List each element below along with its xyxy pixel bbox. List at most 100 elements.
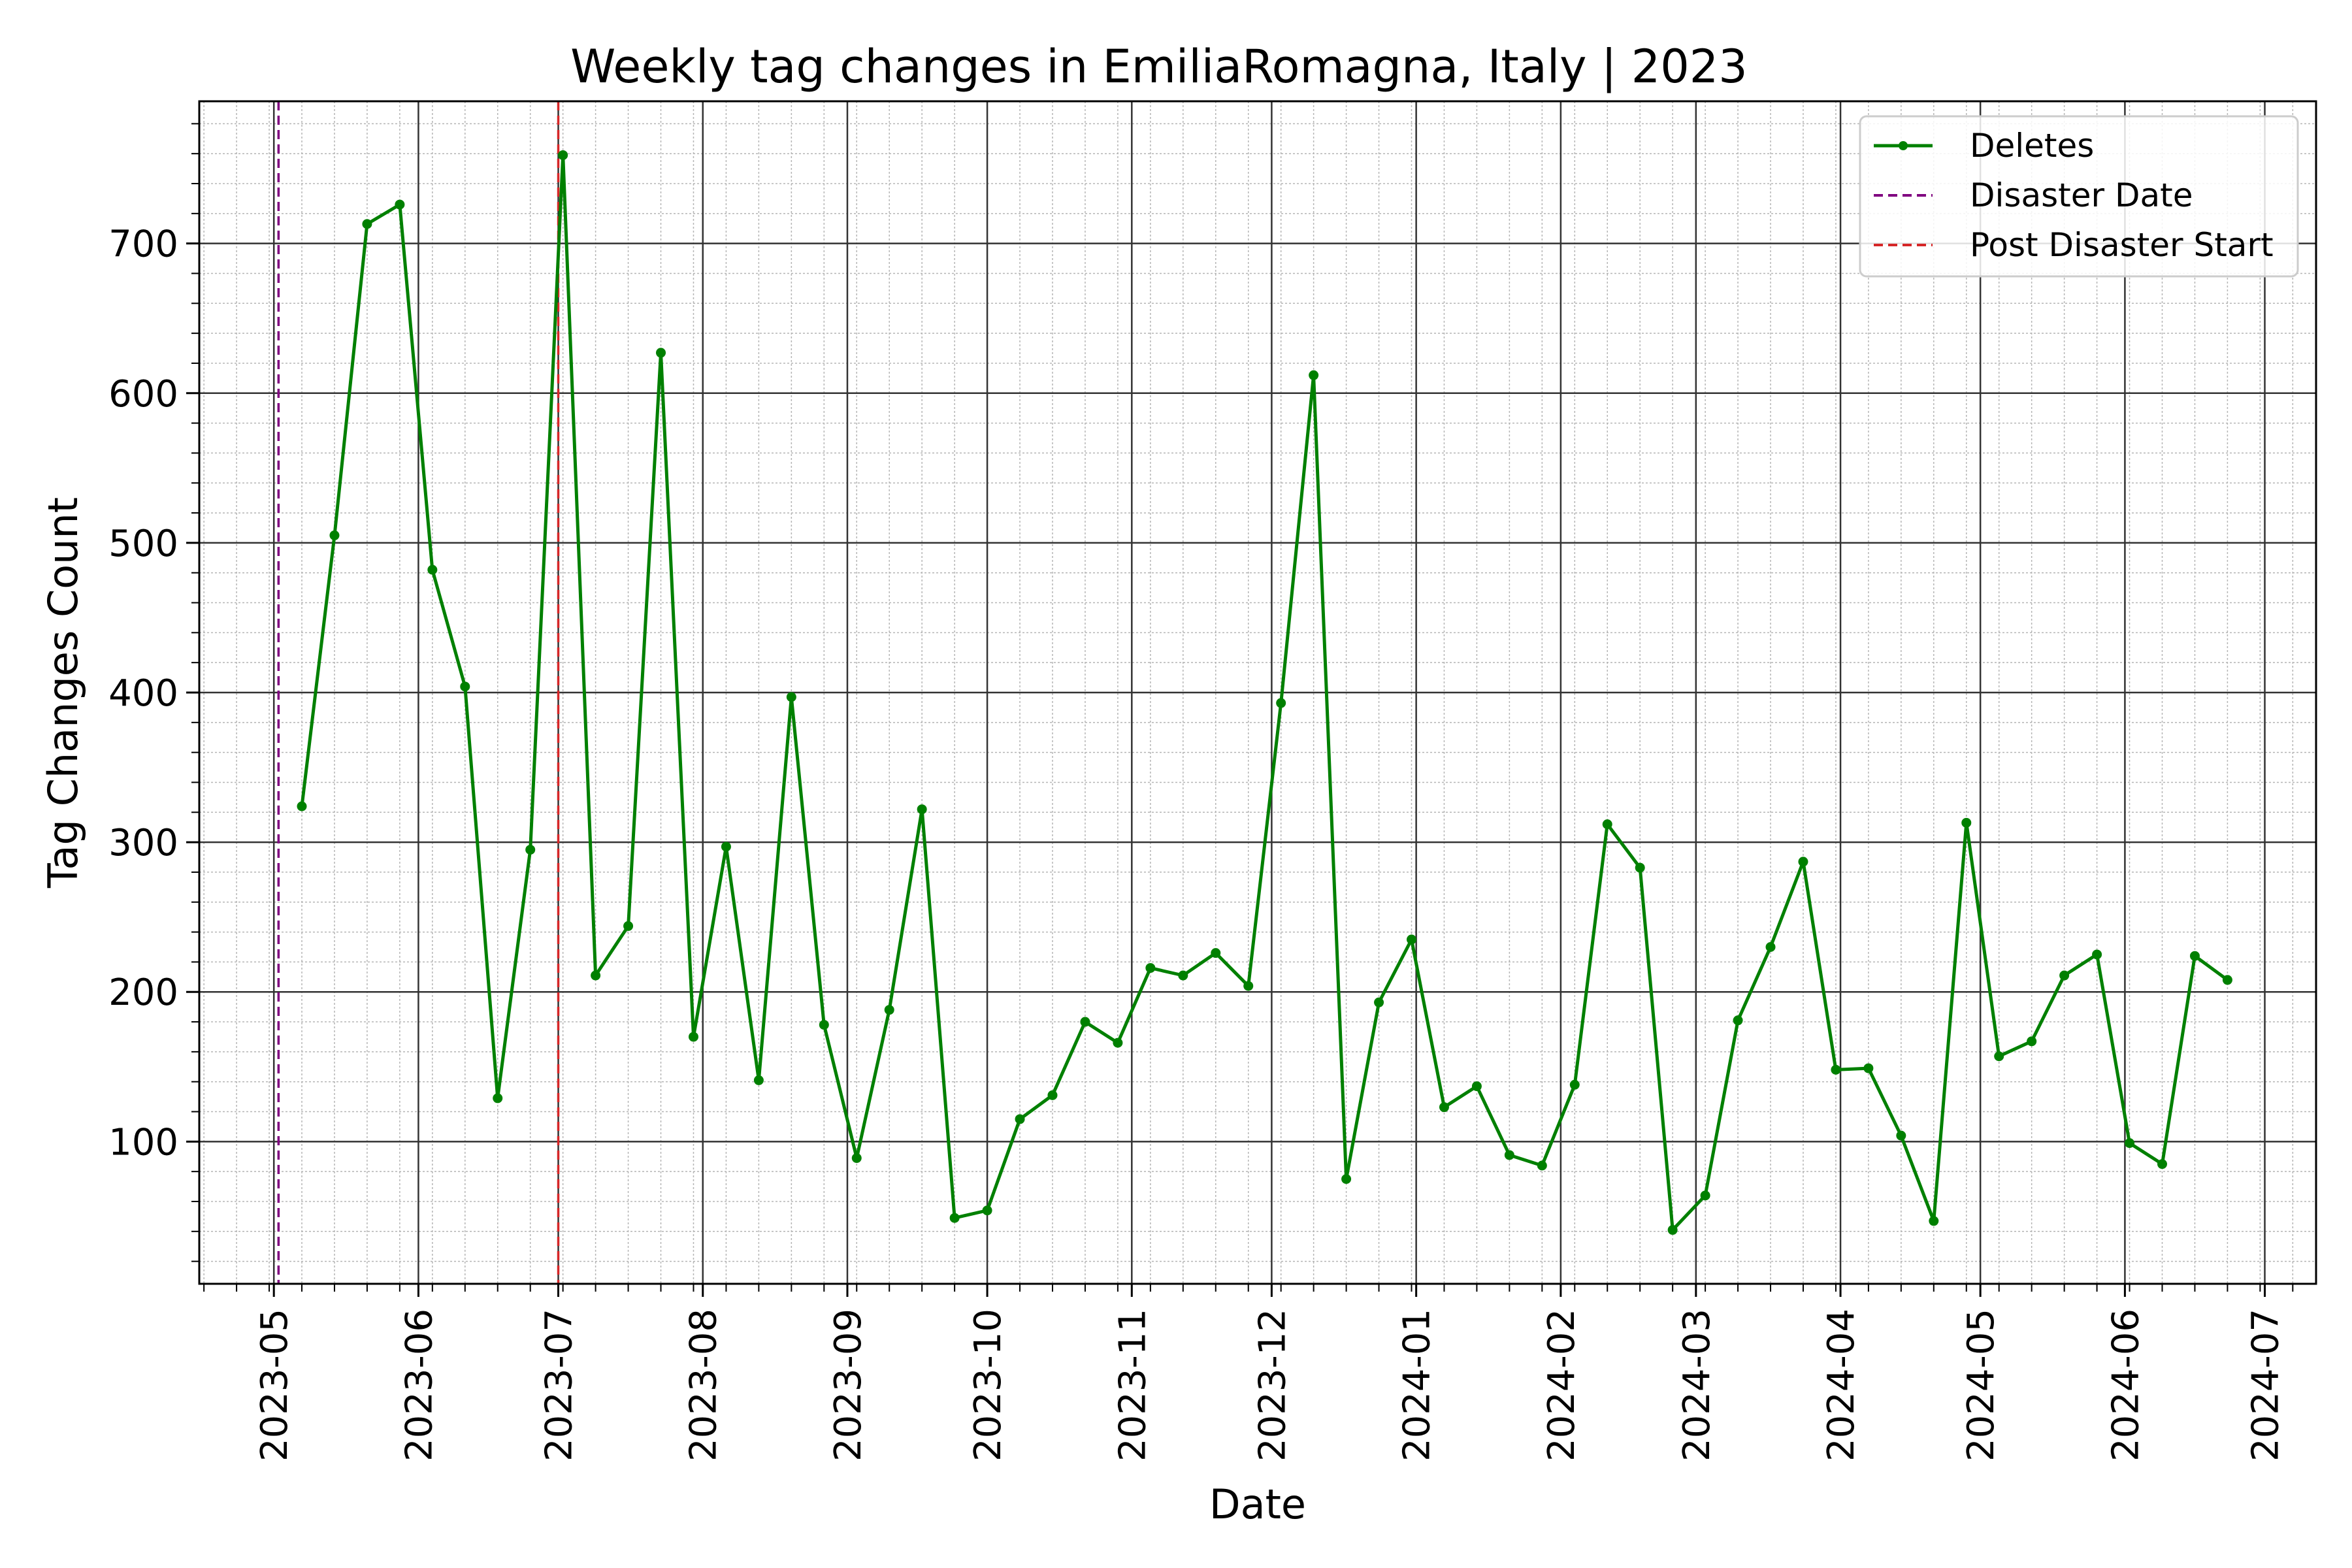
data-point	[525, 845, 536, 855]
legend-marker-deletes	[1899, 141, 1908, 150]
data-point	[2092, 949, 2102, 960]
data-point	[1504, 1150, 1514, 1160]
data-point	[460, 681, 470, 692]
data-point	[1407, 934, 1417, 945]
chart-title: Weekly tag changes in EmiliaRomagna, Ita…	[570, 40, 1748, 93]
data-point	[427, 564, 438, 575]
data-point	[395, 199, 405, 210]
data-point	[1080, 1017, 1090, 1027]
x-tick-label: 2024-01	[1396, 1309, 1439, 1462]
data-point	[1015, 1114, 1025, 1124]
data-point	[1831, 1064, 1841, 1075]
data-point	[721, 841, 731, 852]
y-tick-labels: 100 200 300 400 500 600 700	[108, 223, 178, 1164]
data-point	[558, 150, 568, 160]
data-point	[1863, 1063, 1874, 1073]
data-point	[1537, 1160, 1547, 1171]
data-point	[1994, 1051, 2004, 1062]
y-tick-label: 300	[108, 822, 178, 864]
x-tick-label: 2023-08	[683, 1309, 725, 1462]
x-tick-labels: 2023-05 2023-06 2023-07 2023-08 2023-09 2023-…	[253, 1309, 2287, 1462]
axis-ticks	[186, 123, 2294, 1297]
data-point	[1602, 819, 1612, 830]
data-point	[1276, 698, 1286, 708]
data-point	[656, 348, 666, 358]
data-point	[329, 530, 340, 540]
x-axis-title: Date	[1209, 1480, 1306, 1528]
data-point	[591, 970, 601, 981]
legend-label-deletes: Deletes	[1970, 127, 2094, 165]
data-point	[1309, 370, 1319, 380]
data-point	[819, 1020, 829, 1030]
data-point	[884, 1005, 894, 1015]
data-point	[362, 219, 372, 229]
legend-item-deletes: Deletes	[1874, 127, 2094, 165]
data-point	[1961, 817, 1972, 828]
data-point	[1569, 1079, 1580, 1090]
data-point	[1929, 1216, 1939, 1226]
data-point	[786, 692, 796, 702]
x-tick-label: 2024-03	[1676, 1309, 1718, 1462]
x-tick-label: 2024-07	[2244, 1309, 2287, 1462]
data-point	[1211, 948, 1221, 958]
y-tick-label: 200	[108, 972, 178, 1014]
data-point	[949, 1213, 960, 1223]
data-point	[1896, 1130, 1906, 1141]
data-point	[1798, 857, 1808, 867]
data-point	[1113, 1037, 1123, 1048]
data-point	[1635, 862, 1645, 873]
data-point	[1733, 1015, 1743, 1026]
x-tick-label: 2023-07	[538, 1309, 581, 1462]
x-tick-label: 2023-06	[398, 1309, 440, 1462]
data-point	[688, 1032, 698, 1042]
data-point	[851, 1153, 862, 1164]
x-tick-label: 2024-06	[2104, 1309, 2147, 1462]
x-tick-label: 2023-11	[1111, 1309, 1154, 1462]
y-tick-label: 500	[108, 523, 178, 565]
legend-frame	[1859, 115, 2299, 278]
x-tick-label: 2023-10	[967, 1309, 1009, 1462]
data-point	[1471, 1081, 1482, 1092]
data-point	[2027, 1036, 2037, 1047]
data-point	[1667, 1225, 1678, 1235]
y-tick-label: 700	[108, 223, 178, 266]
data-point	[1243, 981, 1254, 991]
legend-label-disaster-date: Disaster Date	[1970, 176, 2193, 214]
legend-item-post-disaster-start: Post Disaster Start	[1874, 226, 2274, 264]
x-tick-label: 2024-04	[1820, 1309, 1863, 1462]
legend-item-disaster-date: Disaster Date	[1874, 176, 2193, 214]
data-point	[917, 804, 927, 815]
data-point	[2059, 970, 2070, 981]
data-point	[1145, 963, 1156, 973]
x-tick-label: 2024-05	[1960, 1309, 2002, 1462]
y-tick-label: 100	[108, 1121, 178, 1164]
data-point	[1700, 1190, 1710, 1201]
data-point	[1439, 1102, 1449, 1113]
legend-label-post-disaster-start: Post Disaster Start	[1970, 226, 2274, 264]
y-tick-label: 600	[108, 373, 178, 416]
event-lines	[277, 101, 560, 1284]
data-point	[982, 1205, 992, 1216]
data-point	[623, 921, 634, 931]
y-tick-label: 400	[108, 672, 178, 715]
y-axis-title: Tag Changes Count	[39, 497, 87, 889]
x-tick-label: 2023-12	[1251, 1309, 1294, 1462]
x-tick-label: 2023-05	[253, 1309, 296, 1462]
data-point	[753, 1075, 764, 1085]
series-layer	[297, 150, 2232, 1235]
minor-grid	[199, 101, 2316, 1284]
x-tick-label: 2024-02	[1541, 1309, 1583, 1462]
data-point	[1178, 970, 1188, 981]
data-point	[2189, 951, 2200, 961]
major-grid	[199, 101, 2316, 1284]
data-point	[2125, 1138, 2135, 1149]
data-point	[1374, 997, 1384, 1007]
data-point	[1765, 941, 1776, 952]
data-point	[1341, 1174, 1352, 1184]
series-line-deletes	[300, 154, 2229, 1232]
data-point	[2222, 975, 2232, 985]
data-point	[493, 1093, 503, 1103]
x-tick-label: 2023-09	[827, 1309, 870, 1462]
